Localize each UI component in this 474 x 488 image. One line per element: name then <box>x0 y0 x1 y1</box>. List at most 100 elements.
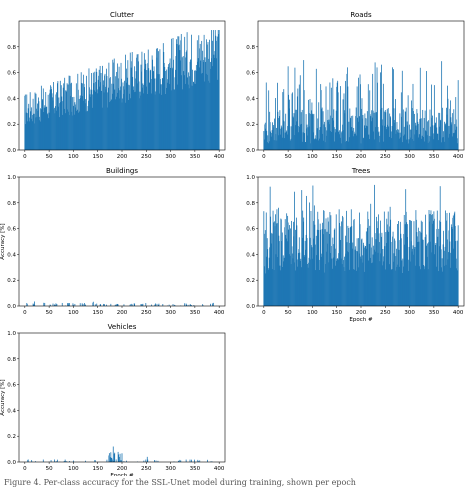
bar <box>435 266 437 306</box>
bar <box>417 227 419 306</box>
bar <box>299 75 301 150</box>
bar <box>320 84 322 150</box>
bar <box>399 221 401 306</box>
bar <box>197 58 199 150</box>
bar <box>298 249 300 306</box>
bar <box>87 111 88 150</box>
bar <box>79 111 81 150</box>
bar <box>153 71 154 150</box>
bar <box>303 254 305 306</box>
bar <box>338 209 340 306</box>
bar <box>295 125 296 150</box>
bar <box>300 124 302 150</box>
bar <box>294 191 295 306</box>
bar <box>123 93 124 150</box>
bar <box>119 90 121 150</box>
y-tick-label: 1.0 <box>7 331 16 337</box>
bar <box>110 99 112 150</box>
bar <box>362 114 364 150</box>
bar <box>303 60 305 150</box>
bar <box>33 304 35 306</box>
bar <box>152 71 154 150</box>
bar <box>156 303 158 306</box>
bar <box>269 247 271 306</box>
x-tick-label: 300 <box>404 154 415 160</box>
bar <box>377 252 379 306</box>
bar <box>324 142 326 150</box>
bar <box>49 89 51 150</box>
bar <box>103 303 104 306</box>
bar <box>166 69 168 150</box>
bar <box>142 83 144 150</box>
bar <box>420 220 422 306</box>
bar <box>195 65 197 150</box>
bar <box>375 127 376 150</box>
bar <box>355 246 357 306</box>
bar <box>143 53 145 150</box>
bar <box>389 113 391 150</box>
bar <box>294 67 296 150</box>
bar <box>108 62 110 150</box>
bar <box>379 142 380 150</box>
bar <box>371 263 373 306</box>
bar <box>383 111 385 150</box>
bar <box>74 107 76 150</box>
bar <box>114 99 116 150</box>
bar <box>178 461 180 462</box>
bar <box>155 78 157 150</box>
bar <box>347 86 349 150</box>
bar <box>161 78 163 150</box>
bar <box>145 63 147 151</box>
bar <box>131 304 133 306</box>
bar <box>331 268 333 306</box>
bar <box>420 118 422 150</box>
bar <box>368 134 370 150</box>
bar <box>147 459 149 462</box>
bar <box>47 94 49 150</box>
bar <box>138 81 140 150</box>
bar <box>119 453 121 462</box>
bar <box>426 71 427 150</box>
bar <box>88 68 90 150</box>
bar <box>30 111 32 150</box>
bar <box>73 114 75 150</box>
bar <box>325 127 326 150</box>
x-tick-label: 100 <box>307 310 318 316</box>
bar <box>146 93 148 150</box>
bar <box>29 121 31 150</box>
bar <box>272 122 273 150</box>
bar <box>268 268 270 306</box>
bar <box>26 121 28 150</box>
bar <box>179 60 181 150</box>
bar <box>328 121 329 150</box>
bar <box>427 269 429 306</box>
bar <box>117 78 119 150</box>
bar <box>398 132 400 150</box>
bar <box>356 250 358 306</box>
bar <box>31 115 33 150</box>
bar <box>157 460 159 462</box>
bar <box>146 70 148 150</box>
bar <box>405 211 407 306</box>
bar <box>218 30 220 151</box>
bar <box>344 113 346 150</box>
bar <box>415 265 416 306</box>
bar <box>277 256 279 306</box>
bar <box>363 245 365 306</box>
bar <box>408 143 410 150</box>
bar <box>47 114 49 150</box>
bar <box>111 459 113 462</box>
bar <box>53 109 55 150</box>
bar <box>83 83 85 150</box>
bar <box>279 270 281 306</box>
bar <box>397 223 398 306</box>
x-tick-label: 150 <box>331 154 342 160</box>
bar <box>150 69 152 150</box>
bar <box>391 125 393 150</box>
bar <box>336 260 338 306</box>
bar <box>317 118 319 150</box>
bar <box>158 303 160 306</box>
bar <box>436 133 438 150</box>
bar <box>440 249 442 306</box>
bar <box>382 248 384 306</box>
